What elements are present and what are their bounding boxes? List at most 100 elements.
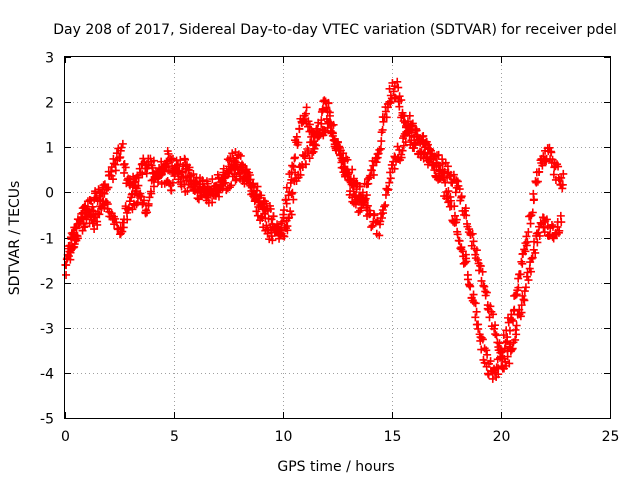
data-point — [296, 170, 305, 179]
y-tick-label: 2 — [45, 96, 54, 112]
y-tick-label: -2 — [40, 277, 54, 293]
data-point — [547, 221, 556, 230]
data-point — [383, 103, 392, 112]
data-point — [238, 163, 247, 172]
data-point — [149, 156, 158, 165]
data-point — [93, 220, 102, 229]
data-point — [528, 253, 537, 262]
data-point — [121, 163, 130, 172]
data-point — [288, 161, 297, 170]
data-point — [470, 298, 479, 307]
data-point — [495, 339, 504, 348]
data-point — [325, 111, 334, 120]
data-point — [124, 203, 133, 212]
data-point — [372, 158, 381, 167]
data-point — [519, 295, 528, 304]
data-point — [291, 153, 300, 162]
data-point — [328, 131, 337, 140]
data-point — [533, 238, 542, 247]
data-point — [88, 202, 97, 211]
data-point — [521, 283, 530, 292]
data-point — [62, 270, 71, 279]
data-point — [475, 266, 484, 275]
data-point — [70, 240, 79, 249]
data-point — [157, 170, 166, 179]
data-point — [526, 267, 535, 276]
data-point — [511, 291, 520, 300]
data-point — [119, 223, 128, 232]
data-point — [434, 150, 443, 159]
data-point — [378, 125, 387, 134]
data-point — [73, 234, 82, 243]
data-point — [520, 287, 529, 296]
data-point — [524, 228, 533, 237]
data-point — [518, 259, 527, 268]
data-point — [324, 99, 333, 108]
plot-frame — [64, 56, 611, 419]
data-point — [472, 307, 481, 316]
data-point — [559, 169, 568, 178]
data-point — [128, 205, 137, 214]
data-point — [129, 178, 138, 187]
data-point — [292, 132, 301, 141]
data-point — [462, 211, 471, 220]
data-point — [329, 120, 338, 129]
data-point — [539, 223, 548, 232]
data-point — [445, 172, 454, 181]
data-point — [382, 113, 391, 122]
series-track-a — [61, 77, 568, 383]
data-point — [373, 153, 382, 162]
data-point — [333, 138, 342, 147]
data-point — [364, 179, 373, 188]
data-point — [395, 102, 404, 111]
data-point — [386, 99, 395, 108]
y-axis-title: SDTVAR / TECUs — [7, 181, 23, 296]
data-point — [78, 226, 87, 235]
data-point — [140, 196, 149, 205]
data-point — [449, 170, 458, 179]
data-point — [477, 276, 486, 285]
data-point — [503, 333, 512, 342]
data-point — [117, 143, 126, 152]
y-tick-label: -3 — [40, 322, 54, 338]
data-point — [489, 310, 498, 319]
data-point — [412, 126, 421, 135]
data-point — [354, 208, 363, 217]
data-point — [455, 236, 464, 245]
data-point — [457, 192, 466, 201]
data-point — [483, 350, 492, 359]
data-point — [505, 326, 514, 335]
data-point — [168, 178, 177, 187]
data-point — [478, 335, 487, 344]
data-point — [542, 215, 551, 224]
data-point — [397, 153, 406, 162]
data-point — [381, 201, 390, 210]
data-point — [534, 168, 543, 177]
data-point — [305, 120, 314, 129]
x-tick-label: 5 — [170, 429, 179, 445]
data-point — [376, 144, 385, 153]
x-tick-label: 10 — [275, 429, 293, 445]
data-point — [242, 167, 251, 176]
data-point — [90, 225, 99, 234]
data-point — [283, 226, 292, 235]
data-point — [277, 219, 286, 228]
data-point — [408, 119, 417, 128]
data-point — [249, 179, 258, 188]
data-point — [486, 302, 495, 311]
data-point — [398, 146, 407, 155]
data-point — [281, 195, 290, 204]
data-point — [398, 111, 407, 120]
y-tick-label: 1 — [45, 141, 54, 157]
data-point — [358, 188, 367, 197]
data-point — [280, 232, 289, 241]
data-point — [257, 191, 266, 200]
data-point — [532, 178, 541, 187]
data-point — [403, 117, 412, 126]
data-point — [370, 211, 379, 220]
data-point — [95, 210, 104, 219]
data-point — [136, 168, 145, 177]
data-point — [474, 324, 483, 333]
data-point — [395, 92, 404, 101]
